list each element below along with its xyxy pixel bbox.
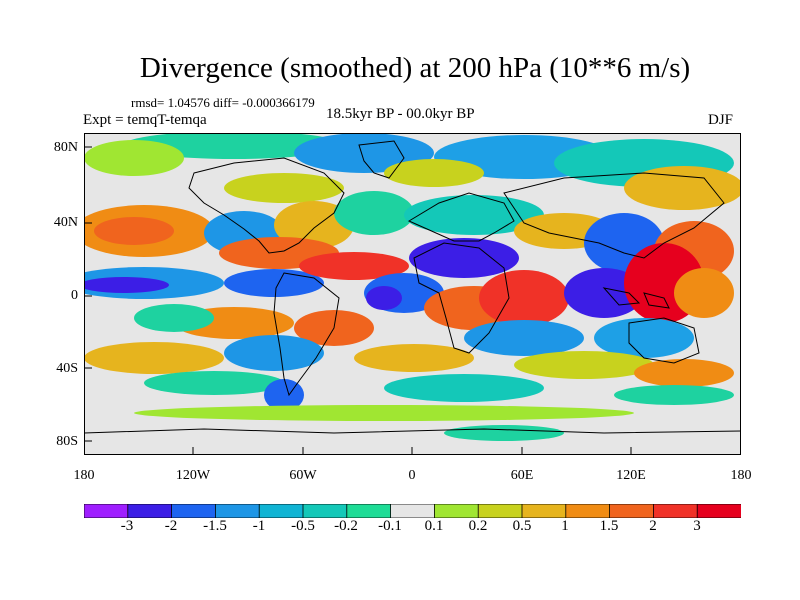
lat-label-40n: 40N [53, 215, 78, 230]
colorbar-label: 2 [649, 518, 657, 534]
colorbar-swatch [302, 504, 348, 518]
colorbar-label: 0.1 [424, 518, 444, 534]
colorbar-swatch [84, 504, 129, 518]
colorbar-label: -3 [120, 518, 134, 534]
lat-label-80s: 80S [56, 434, 78, 449]
colorbar [84, 504, 741, 518]
divergence-field [84, 133, 741, 441]
stats-text: rmsd= 1.04576 diff= -0.000366179 [131, 95, 315, 110]
colorbar-label: 3 [693, 518, 701, 534]
colorbar-label: -1.5 [203, 518, 227, 534]
colorbar-label: 1 [561, 518, 569, 534]
lon-label-180w: 180 [73, 468, 95, 483]
colorbar-label: -0.5 [291, 518, 315, 534]
divergence-map [84, 133, 741, 455]
colorbar-label: -1 [252, 518, 266, 534]
lat-label-40s: 40S [56, 361, 78, 376]
colorbar-swatch [214, 504, 261, 518]
colorbar-label: -2 [164, 518, 178, 534]
colorbar-swatch [258, 504, 304, 518]
lon-label-120e: 120E [616, 468, 646, 483]
colorbar-swatch [171, 504, 217, 518]
colorbar-label: 0.2 [468, 518, 488, 534]
colorbar-swatch [477, 504, 523, 518]
colorbar-label: 1.5 [599, 518, 619, 534]
colorbar-swatch [696, 504, 741, 518]
colorbar-swatch [653, 504, 699, 518]
colorbar-swatch [127, 504, 173, 518]
colorbar-swatch [390, 504, 436, 518]
lon-label-180e: 180 [730, 468, 752, 483]
lon-label-60w: 60W [289, 468, 317, 483]
coastlines [84, 140, 741, 434]
experiment-label: Expt = temqT-temqa [83, 112, 207, 128]
lon-label-0: 0 [408, 468, 416, 483]
colorbar-swatch [609, 504, 655, 518]
colorbar-label: -0.1 [378, 518, 402, 534]
period-label: 18.5kyr BP - 00.0kyr BP [326, 106, 475, 122]
axis-ticks [84, 146, 632, 455]
colorbar-swatch [346, 504, 392, 518]
colorbar-swatch [521, 504, 567, 518]
colorbar-label: -0.2 [334, 518, 358, 534]
lat-label-0: 0 [71, 288, 78, 303]
lat-label-80n: 80N [53, 140, 78, 155]
colorbar-label: 0.5 [512, 518, 532, 534]
season-label: DJF [708, 112, 734, 128]
lon-label-120w: 120W [175, 468, 211, 483]
colorbar-swatch [433, 504, 480, 518]
colorbar-swatch [565, 504, 611, 518]
lon-label-60e: 60E [510, 468, 534, 483]
plot-title: Divergence (smoothed) at 200 hPa (10**6 … [139, 52, 691, 84]
